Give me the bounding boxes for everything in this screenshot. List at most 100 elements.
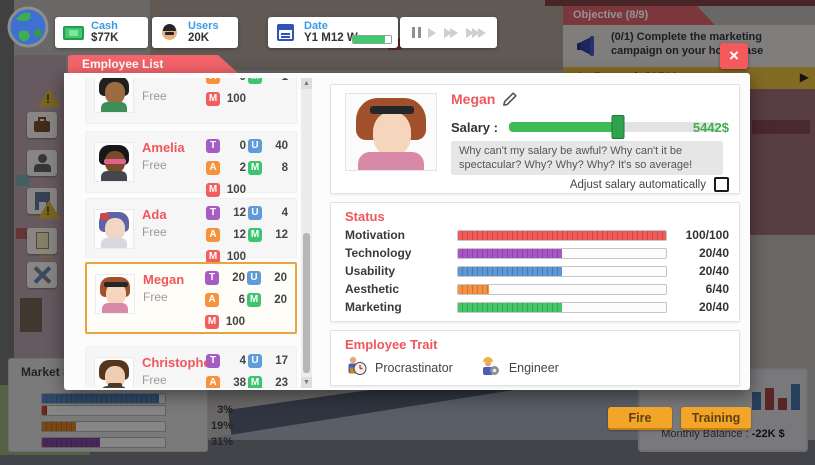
skill-badge: M <box>247 293 261 307</box>
stat-value: 6/40 <box>705 282 729 296</box>
scene-block <box>14 55 66 390</box>
pause-button[interactable] <box>410 25 422 40</box>
next-objective-icon[interactable]: ▶ <box>799 70 809 84</box>
megaphone-icon <box>575 33 601 59</box>
market-pct: 31% <box>210 436 233 448</box>
week-progress-bar <box>352 35 392 44</box>
sidebar-tools-icon[interactable] <box>27 262 57 288</box>
sidebar-briefcase-icon[interactable] <box>27 112 57 138</box>
sidebar-contract-icon[interactable] <box>27 228 57 254</box>
skill-value: 100 <box>226 184 246 196</box>
stat-row: Technology 20/40 <box>345 246 729 260</box>
salary-slider[interactable] <box>509 115 719 139</box>
stat-bar <box>458 248 562 258</box>
skill-value: 12 <box>233 207 246 219</box>
employee-status: Free <box>142 373 167 387</box>
skill-value: 23 <box>275 377 288 388</box>
procrastinator-icon <box>345 355 367 380</box>
scene-block <box>16 175 29 186</box>
scroll-up-button[interactable]: ▲ <box>301 78 312 89</box>
status-card: Status Motivation 100/100 Technology 20/… <box>330 202 740 322</box>
trait-title: Employee Trait <box>345 337 438 352</box>
employee-status: Free <box>142 158 167 172</box>
edit-name-icon[interactable] <box>501 90 519 108</box>
skill-badge: M <box>205 315 219 329</box>
skill-badge: M <box>206 250 220 264</box>
skill-value: 2 <box>239 162 246 174</box>
auto-salary-checkbox[interactable] <box>714 177 729 192</box>
stat-label: Aesthetic <box>345 282 400 296</box>
skill-badge: T <box>205 271 219 285</box>
skill-badge: U <box>247 271 261 285</box>
balance-chart <box>752 382 806 410</box>
skill-value: 4 <box>239 355 246 367</box>
chart-bar <box>791 384 800 410</box>
stat-row: Usability 20/40 <box>345 264 729 278</box>
scroll-down-button[interactable]: ▼ <box>301 377 312 388</box>
skill-badge: U <box>248 139 262 153</box>
cash-value: $77K <box>91 32 119 44</box>
sidebar-person-icon[interactable] <box>27 150 57 176</box>
detail-employee-name: Megan <box>451 91 496 107</box>
status-title: Status <box>345 209 385 224</box>
market-share-row: 19% <box>41 420 233 432</box>
objective-panel: (0/1) Complete the marketing campaign on… <box>563 25 815 69</box>
salary-slider-handle[interactable] <box>611 115 625 139</box>
close-button[interactable]: × <box>720 43 748 69</box>
skill-badge: A <box>206 78 220 84</box>
employee-detail: Megan Salary : 5442$ Why can't my salary… <box>330 84 740 386</box>
monthly-balance-sep: : <box>745 428 749 440</box>
stat-row: Motivation 100/100 <box>345 228 729 242</box>
skill-badge: U <box>248 206 262 220</box>
bow-icon <box>100 213 109 220</box>
employee-list-scrollbar[interactable]: ▲ ▼ <box>301 78 312 388</box>
fire-button[interactable]: Fire <box>608 407 672 430</box>
skill-badge: U <box>248 354 262 368</box>
skill-badge: A <box>206 376 220 388</box>
sunglasses-icon <box>104 282 128 287</box>
skill-value: 20 <box>274 272 287 284</box>
skill-value: 20 <box>274 294 287 306</box>
training-button[interactable]: Training <box>681 407 751 430</box>
stat-value: 20/40 <box>698 300 729 314</box>
skill-value: 4 <box>281 207 288 219</box>
employee-status: Free <box>142 225 167 239</box>
market-bar <box>42 394 159 403</box>
date-label: Date <box>304 20 328 32</box>
employee-name: Ada <box>142 207 167 222</box>
world-globe-icon[interactable] <box>6 5 50 54</box>
salary-card: Megan Salary : 5442$ Why can't my salary… <box>330 84 740 194</box>
employee-card[interactable]: Christopher Free T4 U17 A38 M23 M <box>85 346 297 388</box>
scrollbar-thumb[interactable] <box>303 233 310 373</box>
skill-value: 17 <box>275 355 288 367</box>
employee-name: Amelia <box>142 140 185 155</box>
mustache-icon <box>108 383 122 387</box>
trait-label: Engineer <box>508 360 559 375</box>
fastest-forward-button[interactable] <box>466 25 486 40</box>
employee-list-tab[interactable]: Employee List <box>68 55 238 73</box>
objective-header: Objective (8/9) <box>563 6 715 25</box>
cash-display: Cash $77K <box>55 17 148 48</box>
skill-value: 100 <box>226 93 246 105</box>
skill-value: 12 <box>275 229 288 241</box>
scene-block <box>20 298 42 332</box>
skill-value: 6 <box>238 294 245 306</box>
skill-value: 100 <box>225 316 245 328</box>
employee-portrait <box>345 93 437 171</box>
scene-block <box>16 228 27 239</box>
avatar <box>95 274 135 314</box>
skill-value: 1 <box>262 78 288 83</box>
salary-label: Salary : <box>451 120 498 135</box>
stat-label: Marketing <box>345 300 402 314</box>
fast-forward-button[interactable] <box>444 25 458 40</box>
stat-bar <box>458 302 562 312</box>
play-button[interactable] <box>428 25 436 40</box>
users-label: Users <box>188 20 219 32</box>
